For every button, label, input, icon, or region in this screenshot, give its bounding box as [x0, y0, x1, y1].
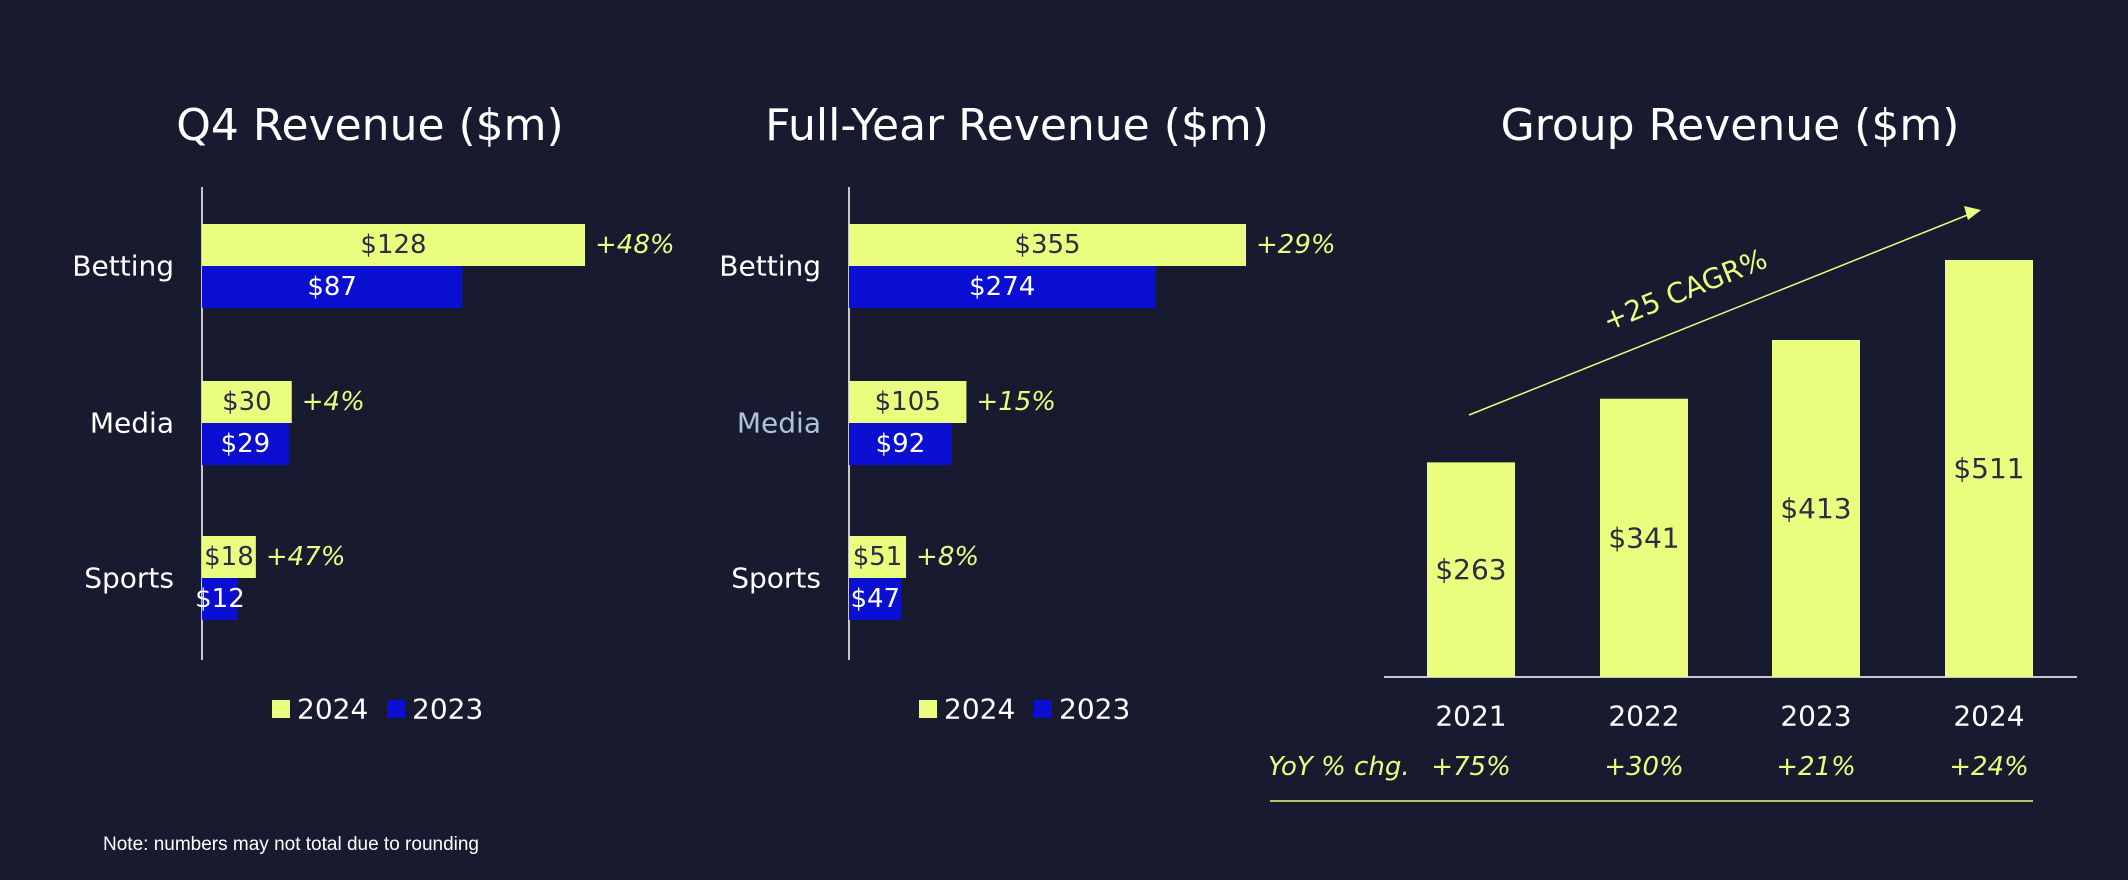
yoy-value-2023: +21%	[1776, 752, 1856, 782]
cagr-arrowhead	[1964, 206, 1981, 220]
data-label-q4-media-2023: $29	[221, 429, 271, 459]
group-year-label-2022: 2022	[1608, 700, 1679, 733]
growth-label-fy-sports: +8%	[916, 542, 979, 572]
legend-swatch-fy-2024	[919, 700, 937, 718]
legend-swatch-q4-2024	[272, 700, 290, 718]
bar-q4-sports-2023	[202, 578, 238, 620]
data-label-q4-sports-2024: $18	[204, 542, 254, 572]
chart-title-q4: Q4 Revenue ($m)	[176, 100, 564, 151]
bar-q4-sports-2024	[202, 536, 256, 578]
group-value-label-2021: $263	[1435, 553, 1506, 586]
data-label-q4-sports-2023: $12	[195, 584, 245, 614]
legend-label-fy-2024: 2024	[944, 693, 1015, 726]
data-label-q4-media-2024: $30	[222, 387, 272, 417]
growth-label-q4-betting: +48%	[595, 230, 675, 260]
legend-swatch-fy-2023	[1034, 700, 1052, 718]
yoy-row-label: YoY % chg.	[1268, 752, 1410, 782]
growth-label-fy-media: +15%	[976, 387, 1056, 417]
legend-swatch-q4-2023	[387, 700, 405, 718]
data-label-q4-betting-2024: $128	[360, 230, 426, 260]
bar-q4-betting-2023	[202, 266, 463, 308]
growth-label-q4-media: +4%	[302, 387, 365, 417]
bar-q4-betting-2024	[202, 224, 585, 266]
group-year-label-2023: 2023	[1780, 700, 1851, 733]
category-label-q4-sports: Sports	[84, 562, 174, 595]
chart-title-group: Group Revenue ($m)	[1500, 100, 1960, 151]
group-bar-2024	[1945, 260, 2033, 677]
data-label-fy-betting-2024: $355	[1014, 230, 1080, 260]
bar-fy-sports-2023	[849, 578, 902, 620]
chart-title-full-year: Full-Year Revenue ($m)	[765, 100, 1269, 151]
legend-label-q4-2023: 2023	[412, 693, 483, 726]
group-value-label-2023: $413	[1780, 492, 1851, 525]
group-value-label-2024: $511	[1953, 452, 2024, 485]
growth-label-q4-sports: +47%	[266, 542, 346, 572]
bar-q4-media-2023	[202, 423, 289, 465]
category-label-fy-sports: Sports	[731, 562, 821, 595]
category-label-q4-betting: Betting	[72, 250, 174, 283]
yoy-value-2024: +24%	[1949, 752, 2029, 782]
group-bar-2022	[1600, 398, 1688, 677]
legend-label-fy-2023: 2023	[1059, 693, 1130, 726]
data-label-fy-media-2024: $105	[875, 387, 941, 417]
group-year-label-2024: 2024	[1953, 700, 2024, 733]
data-label-q4-betting-2023: $87	[307, 272, 357, 302]
group-year-label-2021: 2021	[1435, 700, 1506, 733]
growth-label-fy-betting: +29%	[1256, 230, 1336, 260]
data-label-fy-sports-2024: $51	[853, 542, 903, 572]
bar-fy-media-2024	[849, 381, 967, 423]
data-label-fy-betting-2023: $274	[969, 272, 1035, 302]
data-label-fy-media-2023: $92	[876, 429, 926, 459]
group-bar-2023	[1772, 339, 1860, 677]
bar-q4-media-2024	[202, 381, 292, 423]
group-bar-2021	[1427, 462, 1515, 677]
cagr-annotation: +25 CAGR%	[1598, 242, 1772, 338]
category-label-fy-betting: Betting	[719, 250, 821, 283]
bar-fy-sports-2024	[849, 536, 907, 578]
category-label-q4-media: Media	[90, 407, 174, 440]
footnote: Note: numbers may not total due to round…	[103, 834, 480, 855]
bar-fy-betting-2024	[849, 224, 1246, 266]
group-value-label-2022: $341	[1608, 521, 1679, 554]
yoy-value-2021: +75%	[1431, 752, 1511, 782]
legend-label-q4-2024: 2024	[297, 693, 368, 726]
bar-fy-betting-2023	[849, 266, 1156, 308]
yoy-value-2022: +30%	[1604, 752, 1684, 782]
category-label-fy-media: Media	[737, 407, 821, 440]
bar-fy-media-2023	[849, 423, 952, 465]
cagr-arrow-line	[1468, 213, 1971, 416]
data-label-fy-sports-2023: $47	[850, 584, 900, 614]
